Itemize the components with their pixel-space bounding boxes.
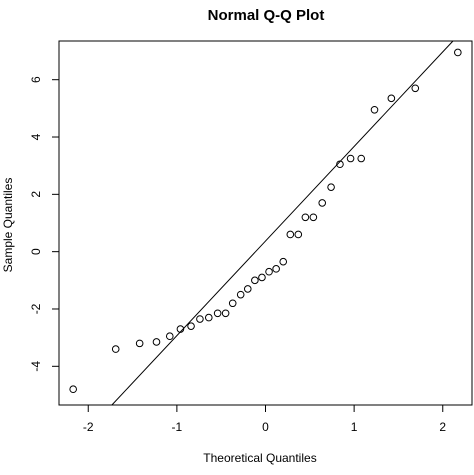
data-point bbox=[346, 154, 355, 163]
y-tick-label: 2 bbox=[29, 191, 43, 198]
chart-title: Normal Q-Q Plot bbox=[208, 7, 325, 24]
data-point bbox=[213, 309, 222, 318]
reference-line-layer bbox=[111, 40, 454, 406]
data-point bbox=[411, 84, 420, 93]
data-point bbox=[370, 105, 379, 114]
data-point bbox=[196, 315, 204, 323]
data-point bbox=[221, 309, 230, 318]
data-point bbox=[111, 345, 120, 353]
y-tick-label: 6 bbox=[29, 76, 43, 83]
data-point bbox=[387, 94, 396, 103]
data-point bbox=[243, 285, 252, 293]
x-tick-label: 1 bbox=[351, 420, 358, 434]
x-axis-label: Theoretical Quantiles bbox=[203, 451, 316, 465]
data-point bbox=[236, 290, 245, 299]
data-point bbox=[357, 154, 366, 163]
data-point bbox=[135, 339, 144, 348]
y-tick-label: 0 bbox=[29, 248, 43, 255]
y-axis-label: Sample Quantiles bbox=[1, 178, 15, 273]
data-point bbox=[301, 213, 310, 222]
data-point bbox=[454, 48, 462, 57]
data-point bbox=[165, 332, 174, 341]
data-point bbox=[272, 265, 280, 273]
y-tick-label: -2 bbox=[29, 303, 43, 314]
reference-line bbox=[111, 40, 454, 406]
data-point bbox=[318, 199, 327, 207]
data-point bbox=[286, 230, 295, 239]
data-point bbox=[279, 257, 288, 266]
data-point bbox=[204, 313, 213, 322]
x-tick-label: -1 bbox=[172, 420, 183, 434]
data-point bbox=[176, 325, 185, 333]
y-tick-label: -4 bbox=[29, 361, 43, 372]
data-point bbox=[152, 338, 161, 346]
points-layer bbox=[69, 48, 462, 394]
x-tick-label: 2 bbox=[439, 420, 446, 434]
data-point bbox=[69, 385, 77, 394]
data-point bbox=[258, 273, 266, 282]
x-tick-label: 0 bbox=[262, 420, 269, 434]
x-tick-label: -2 bbox=[83, 420, 94, 434]
plot-frame bbox=[58, 40, 473, 406]
data-point bbox=[251, 276, 259, 285]
data-point bbox=[294, 230, 303, 239]
x-axis: -2 -1 0 1 2 bbox=[83, 405, 446, 434]
data-point bbox=[327, 183, 335, 191]
data-point bbox=[309, 213, 318, 222]
data-point bbox=[187, 322, 195, 330]
data-point bbox=[228, 299, 237, 308]
data-point bbox=[336, 160, 344, 169]
y-axis: -4 -2 0 2 4 6 bbox=[29, 76, 59, 372]
y-tick-label: 4 bbox=[29, 133, 43, 140]
data-point bbox=[265, 267, 273, 276]
